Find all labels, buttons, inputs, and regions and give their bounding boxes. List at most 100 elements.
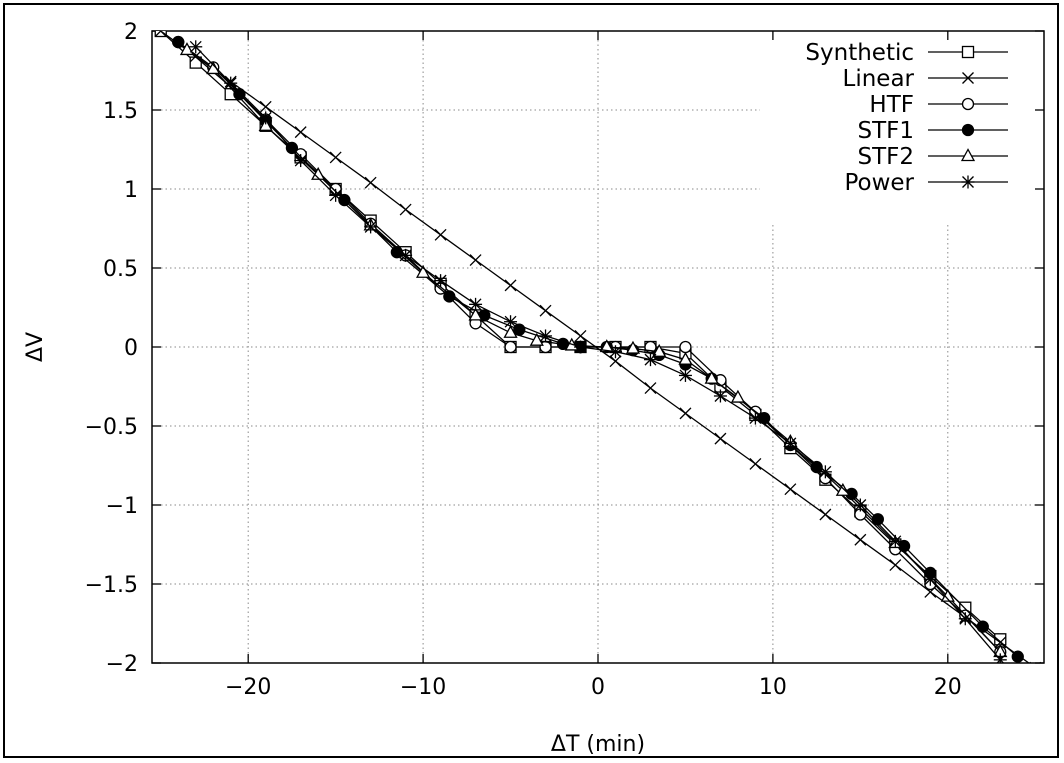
axis-ticks: −20 −10 0 10 20 2 1.5 1 0.5 0 −0.5 −1 −1.5 −2 xyxy=(85,20,1044,700)
data-point-stf2 xyxy=(730,389,746,403)
data-point-power xyxy=(224,76,238,90)
data-point-power xyxy=(574,340,588,354)
data-point-stf2 xyxy=(678,351,693,365)
data-point-stf2 xyxy=(652,343,667,357)
data-point-synthetic xyxy=(154,31,167,38)
y-tick-label: −1 xyxy=(106,494,138,519)
data-point-power xyxy=(678,368,692,382)
data-point-linear xyxy=(714,432,727,445)
data-point-linear xyxy=(679,407,692,420)
series-line-linear xyxy=(160,31,1030,663)
y-tick-label: 2 xyxy=(124,20,138,45)
legend-marker-stf2 xyxy=(960,148,976,162)
data-point-power xyxy=(608,345,622,359)
y-tick-label: −1.5 xyxy=(85,573,138,598)
data-point-linear xyxy=(889,559,902,571)
legend-marker-htf xyxy=(961,97,975,111)
legend-label-stf2: STF2 xyxy=(857,144,914,170)
legend-label-htf: HTF xyxy=(869,92,914,118)
data-point-stf2 xyxy=(503,324,518,338)
data-point-htf xyxy=(504,340,517,354)
legend-label-synthetic: Synthetic xyxy=(805,40,914,66)
figure-frame xyxy=(3,3,1059,758)
y-tick-label: −0.5 xyxy=(85,415,138,440)
data-point-linear xyxy=(609,355,622,368)
data-point-power xyxy=(818,465,832,479)
x-tick-label: −20 xyxy=(225,675,271,700)
data-point-stf1 xyxy=(443,290,456,303)
data-point-linear xyxy=(819,508,832,521)
legend-marker-power xyxy=(961,175,975,189)
series-linear xyxy=(154,31,1042,663)
y-tick-label: 1 xyxy=(124,178,138,203)
data-point-linear xyxy=(364,176,377,189)
data-point-linear xyxy=(504,279,517,292)
data-point-linear xyxy=(1029,661,1042,663)
data-point-power xyxy=(888,534,902,548)
data-point-stf2 xyxy=(599,339,614,353)
data-point-power xyxy=(434,274,448,288)
series-line-power xyxy=(195,46,1001,661)
data-point-power xyxy=(853,498,867,512)
data-point-stf1 xyxy=(233,88,246,101)
data-point-linear xyxy=(399,203,412,216)
y-axis-title: ΔV xyxy=(23,332,48,362)
data-point-stf1 xyxy=(976,620,989,633)
data-point-power xyxy=(329,188,343,202)
grid-lines xyxy=(152,31,1044,663)
data-point-linear xyxy=(469,254,482,267)
data-point-stf1 xyxy=(1011,650,1024,663)
legend-marker-linear xyxy=(962,72,974,84)
data-point-power xyxy=(783,436,797,450)
data-point-linear xyxy=(854,533,867,546)
data-point-linear xyxy=(784,483,797,496)
legend-label-linear: Linear xyxy=(843,66,915,92)
data-point-stf1 xyxy=(285,141,299,155)
series-layer xyxy=(154,31,1042,663)
data-point-power xyxy=(399,248,413,262)
series-power xyxy=(189,40,1007,663)
legend-label-power: Power xyxy=(844,170,914,196)
data-point-stf2 xyxy=(311,166,326,180)
data-point-htf xyxy=(679,340,692,354)
data-point-power xyxy=(923,572,937,586)
data-point-stf2 xyxy=(835,482,850,496)
data-point-power xyxy=(993,653,1007,663)
data-point-linear xyxy=(574,329,587,342)
data-point-power xyxy=(748,411,762,425)
y-tick-label: 0.5 xyxy=(103,257,138,282)
y-tick-label: 0 xyxy=(124,336,138,361)
data-point-power xyxy=(504,315,518,329)
data-point-power xyxy=(189,40,203,54)
data-point-power xyxy=(259,111,273,125)
x-axis-title: ΔT (min) xyxy=(551,732,645,757)
data-point-linear xyxy=(259,100,272,113)
data-point-stf2 xyxy=(416,264,431,278)
data-point-linear xyxy=(434,228,447,241)
y-tick-label: −2 xyxy=(106,652,138,677)
y-tick-label: 1.5 xyxy=(103,99,138,124)
data-point-linear xyxy=(294,126,307,139)
legend-marker-synthetic xyxy=(961,45,975,59)
data-point-stf2 xyxy=(258,117,273,131)
data-point-stf2 xyxy=(468,307,483,321)
legend-label-stf1: STF1 xyxy=(857,118,914,144)
x-tick-label: 10 xyxy=(759,675,787,700)
legend-marker-stf1 xyxy=(961,123,975,137)
x-tick-label: 20 xyxy=(934,675,962,700)
x-tick-label: 0 xyxy=(591,675,605,700)
data-point-power xyxy=(469,297,483,311)
x-tick-label: −10 xyxy=(400,675,446,700)
data-point-power xyxy=(364,220,378,234)
data-point-power xyxy=(713,389,727,403)
data-point-stf2 xyxy=(529,332,544,346)
data-point-linear xyxy=(329,151,342,164)
data-point-linear xyxy=(644,382,657,395)
data-point-stf2 xyxy=(625,340,641,354)
data-point-power xyxy=(539,329,553,343)
data-point-stf1 xyxy=(172,35,185,49)
data-point-linear xyxy=(154,31,167,37)
data-point-stf2 xyxy=(704,370,719,384)
data-point-power xyxy=(958,612,972,626)
